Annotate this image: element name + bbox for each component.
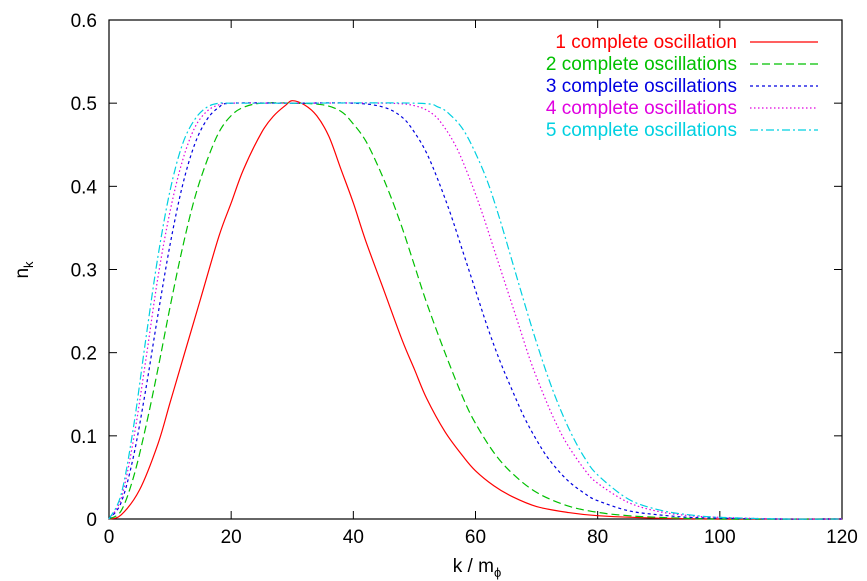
x-tick-label: 80 (587, 527, 608, 548)
y-tick-label: 0.1 (71, 427, 97, 448)
x-axis-label-subscript: ϕ (494, 565, 501, 580)
x-tick-label: 0 (104, 527, 115, 548)
series-line-5 (108, 102, 843, 520)
legend-label-2: 2 complete oscillations (546, 54, 737, 75)
x-tick-label: 60 (465, 527, 486, 548)
legend-label-3: 3 complete oscillations (546, 76, 737, 97)
y-tick-label: 0.5 (71, 94, 97, 115)
y-axis-label: nk (12, 261, 36, 279)
y-tick-label: 0.6 (71, 11, 97, 32)
x-tick-label: 40 (343, 527, 364, 548)
y-axis-label-subscript: k (21, 261, 36, 268)
series-line-4 (108, 102, 843, 520)
legend-label-5: 5 complete oscillations (546, 120, 737, 141)
legend-label-1: 1 complete oscillation (555, 32, 737, 53)
series-line-3 (108, 102, 843, 520)
series-line-2 (108, 102, 843, 520)
x-tick-label: 120 (826, 527, 858, 548)
x-axis-label: k / mϕ (453, 556, 501, 580)
series-line-1 (108, 100, 843, 520)
y-tick-label: 0.3 (71, 261, 97, 282)
y-tick-label: 0 (86, 510, 97, 531)
x-tick-label: 100 (704, 527, 736, 548)
x-tick-label: 20 (221, 527, 242, 548)
y-tick-label: 0.2 (71, 344, 97, 365)
legend-label-4: 4 complete oscillations (546, 98, 737, 119)
y-tick-label: 0.4 (71, 177, 98, 198)
